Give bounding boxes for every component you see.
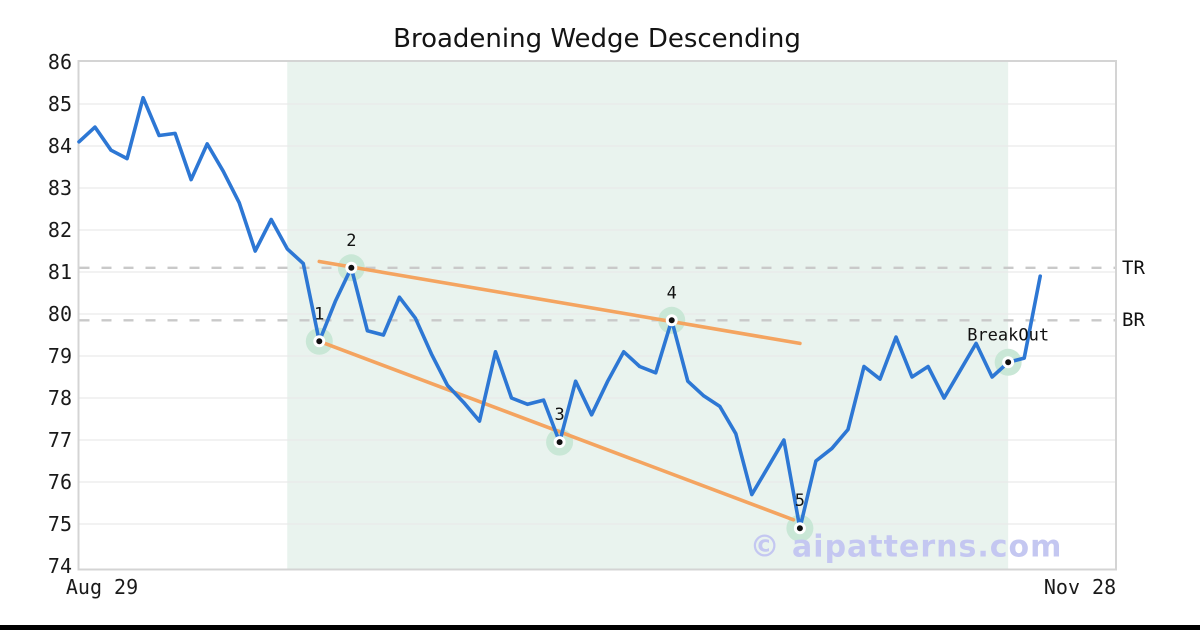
y-tick-label: 79 bbox=[47, 344, 72, 368]
pivot-dot-breakout bbox=[1002, 356, 1015, 369]
pivot-dot-1 bbox=[313, 335, 326, 348]
y-tick-label: 85 bbox=[47, 92, 72, 116]
y-tick-label: 86 bbox=[47, 50, 72, 74]
pivot-dot-2 bbox=[345, 261, 358, 274]
y-tick-label: 82 bbox=[47, 218, 72, 242]
pivot-label-breakout: BreakOut bbox=[967, 325, 1049, 345]
pattern-shaded-region bbox=[287, 62, 1009, 569]
y-tick-label: 76 bbox=[47, 470, 72, 494]
pivot-label-2: 2 bbox=[346, 231, 356, 251]
trendline-upper bbox=[317, 259, 802, 346]
pivot-label-1: 1 bbox=[314, 304, 324, 324]
pivot-dot-5 bbox=[793, 522, 806, 535]
x-tick-end: Nov 28 bbox=[1043, 575, 1117, 599]
y-tick-label: 75 bbox=[47, 512, 72, 536]
pivot-dot-4 bbox=[665, 314, 678, 327]
plot-border bbox=[77, 60, 1117, 571]
y-tick-label: 81 bbox=[47, 260, 72, 284]
y-tick-label: 77 bbox=[47, 428, 72, 452]
y-tick-label: 83 bbox=[47, 176, 72, 200]
br-level-label: BR bbox=[1122, 309, 1145, 331]
footer-bar bbox=[0, 625, 1200, 630]
pivot-label-3: 3 bbox=[554, 405, 564, 425]
pivot-label-5: 5 bbox=[795, 491, 805, 511]
y-tick-label: 74 bbox=[47, 554, 72, 578]
x-tick-start: Aug 29 bbox=[65, 575, 139, 599]
pivot-dot-3 bbox=[553, 436, 566, 449]
y-tick-label: 78 bbox=[47, 386, 72, 410]
tr-level-label: TR bbox=[1122, 257, 1145, 279]
watermark: © aipatterns.com bbox=[749, 529, 1063, 565]
chart-title: Broadening Wedge Descending bbox=[393, 24, 801, 54]
y-tick-label: 84 bbox=[47, 134, 72, 158]
pivot-label-4: 4 bbox=[667, 283, 677, 303]
y-tick-label: 80 bbox=[47, 302, 72, 326]
